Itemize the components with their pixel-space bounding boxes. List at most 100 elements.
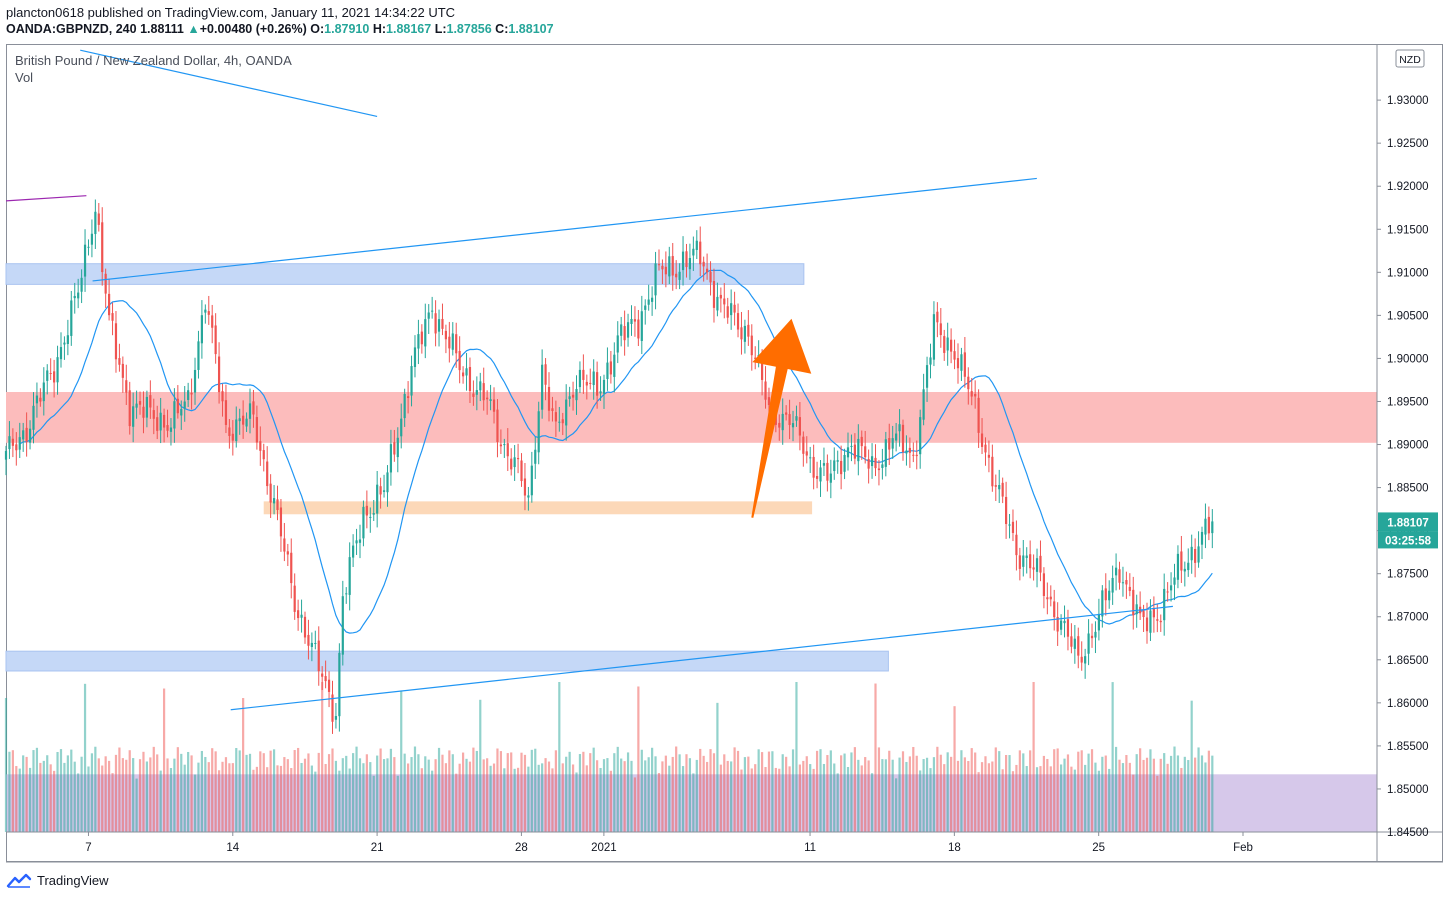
candle <box>94 199 97 249</box>
volume-bar <box>613 753 616 832</box>
candle <box>1166 582 1169 602</box>
volume-bar <box>32 750 35 832</box>
candle-body <box>283 538 286 552</box>
candle <box>475 376 478 411</box>
volume-bar <box>554 750 557 832</box>
tradingview-cloud-icon <box>6 873 32 888</box>
candle-body <box>544 364 547 385</box>
candle-body <box>465 368 468 376</box>
time-tick-label: 18 <box>948 842 961 854</box>
purple-line <box>5 195 87 202</box>
candle-body <box>620 324 623 336</box>
candle-body <box>616 335 619 353</box>
candle <box>846 432 850 471</box>
volume-bar <box>726 760 729 832</box>
candle <box>946 322 949 366</box>
candle-body <box>936 311 939 323</box>
candle <box>568 386 571 407</box>
volume-bar <box>977 772 980 832</box>
candle <box>809 446 812 473</box>
candle <box>833 447 836 480</box>
volume-bar <box>187 751 190 832</box>
candle-body <box>135 403 138 408</box>
volume-bar <box>571 764 575 832</box>
volume-bar <box>314 771 317 832</box>
candle-body <box>554 412 557 422</box>
candle-body <box>28 428 32 443</box>
candle <box>609 350 612 384</box>
volume-bar <box>599 767 602 832</box>
last-price: 1.88111 <box>140 22 184 36</box>
candle <box>991 444 994 492</box>
candle <box>1197 531 1200 568</box>
volume-bar <box>262 753 265 832</box>
candle <box>637 309 640 347</box>
candle-body <box>83 244 87 277</box>
candle <box>407 381 410 414</box>
candle <box>1053 589 1056 631</box>
candle-body <box>183 401 186 409</box>
volume-bar <box>317 752 320 832</box>
volume-bar <box>991 761 994 832</box>
candle-body <box>389 444 393 473</box>
candle <box>585 374 588 400</box>
volume-bar <box>403 753 406 832</box>
symbol-label: OANDA:GBPNZD, 240 <box>6 22 137 36</box>
volume-bar <box>596 760 599 832</box>
candle <box>675 260 678 290</box>
candle-body <box>1035 558 1039 572</box>
volume-bar <box>321 682 324 832</box>
volume-bar <box>8 751 11 832</box>
candle <box>348 542 351 611</box>
tradingview-logo[interactable]: TradingView <box>6 872 109 888</box>
candle <box>671 242 674 291</box>
candle <box>35 382 39 418</box>
candle <box>297 599 300 631</box>
volume-bar <box>664 755 667 832</box>
volume-bar <box>867 760 870 832</box>
candle-body <box>895 433 898 441</box>
candle-body <box>888 438 891 450</box>
candle <box>489 384 492 411</box>
candle-body <box>1145 617 1149 632</box>
candle-body <box>231 433 234 441</box>
candle <box>217 342 221 404</box>
volume-bar <box>1111 682 1114 832</box>
candle-body <box>121 363 124 378</box>
candle <box>410 355 413 407</box>
volume-bar <box>609 770 612 832</box>
candle-body <box>1180 551 1183 571</box>
candle <box>915 440 918 470</box>
candle <box>376 470 379 528</box>
volume-bar <box>523 754 527 832</box>
volume-bar <box>231 763 234 832</box>
candle-body <box>633 319 637 322</box>
volume-bar <box>541 763 544 832</box>
candle <box>1039 540 1042 582</box>
candle <box>1029 540 1032 579</box>
volume-bar <box>11 750 14 832</box>
volume-bar <box>1084 764 1087 832</box>
volume-bar <box>956 760 960 832</box>
volume-bar <box>1077 751 1080 832</box>
candle <box>716 282 719 317</box>
candle <box>1011 509 1015 542</box>
candle-body <box>1114 567 1118 576</box>
volume-bar <box>960 750 963 832</box>
candle-body <box>468 367 472 391</box>
volume-bar <box>1114 746 1118 832</box>
candle <box>204 304 207 324</box>
candle <box>87 239 90 256</box>
volume-bar <box>49 764 52 832</box>
candle <box>132 392 135 443</box>
volume-bar <box>382 759 386 832</box>
candle-body <box>980 433 984 447</box>
candle-body <box>925 365 929 388</box>
candle <box>190 378 193 410</box>
candle-body <box>341 596 344 655</box>
volume-bar <box>757 749 760 832</box>
candle <box>922 373 925 426</box>
candle-body <box>1108 590 1111 601</box>
candle <box>372 499 375 521</box>
